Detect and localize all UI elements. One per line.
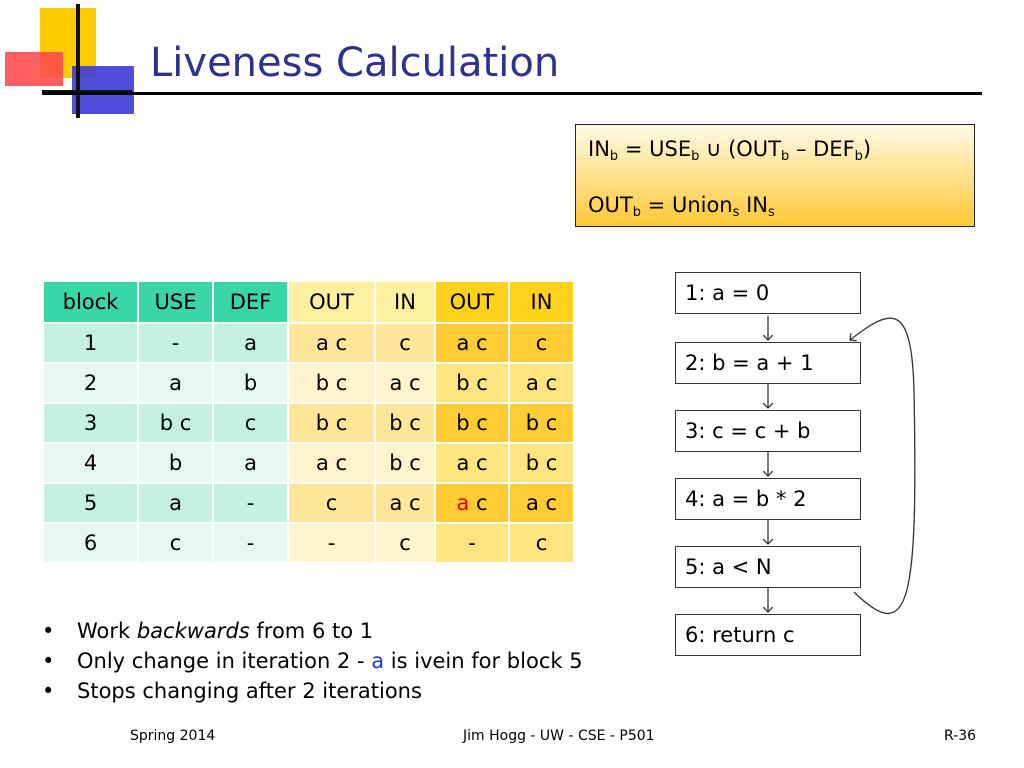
slide-logo — [5, 4, 134, 118]
bullet-marker: • — [42, 619, 55, 643]
bullet-marker: • — [42, 649, 55, 673]
loop-back-arrow — [850, 317, 916, 615]
page-title: Liveness Calculation — [150, 40, 560, 86]
title-divider — [42, 92, 982, 95]
list-item: • Only change in iteration 2 - a is ivein… — [42, 646, 583, 676]
list-item: • Stops changing after 2 iterations — [42, 676, 583, 706]
flow-arrows — [660, 316, 916, 615]
table-row: 4 b a a c b c a c b c — [42, 442, 575, 484]
header-block: block — [42, 280, 139, 324]
header-use: USE — [137, 280, 214, 324]
table-row: 2 a b b c a c b c a c — [42, 362, 575, 404]
footer-left: Spring 2014 — [130, 728, 216, 744]
header-in-iter2: IN — [508, 280, 575, 324]
table-row: 6 c - - c - c — [42, 522, 575, 564]
header-in-iter1: IN — [374, 280, 436, 324]
table-header-row: block USE DEF OUT IN OUT IN — [42, 280, 575, 324]
flow-block-2: 2: b = a + 1 — [675, 342, 861, 384]
list-item: • Work backwards from 6 to 1 — [42, 616, 583, 646]
flow-graph: 1: a = 0 2: b = a + 1 3: c = c + b 4: a … — [660, 262, 920, 662]
formula-box: INb = USEb ∪ (OUTb – DEFb) OUTb = Unions… — [575, 124, 975, 227]
liveness-table: block USE DEF OUT IN OUT IN 1 - a a c c … — [42, 280, 575, 564]
flow-block-6: 6: return c — [675, 614, 861, 656]
in-equation: INb = USEb ∪ (OUTb – DEFb) — [588, 137, 872, 164]
flow-block-1: 1: a = 0 — [675, 272, 861, 314]
table-row: 1 - a a c c a c c — [42, 322, 575, 364]
footer-right: R-36 — [944, 728, 977, 744]
table-row: 3 b c c b c b c b c b c — [42, 402, 575, 444]
footer-center: Jim Hogg - UW - CSE - P501 — [463, 728, 655, 744]
header-out-iter2: OUT — [434, 280, 510, 324]
bullet-marker: • — [42, 679, 55, 703]
bullet-list: • Work backwards from 6 to 1 • Only change… — [42, 616, 583, 706]
header-def: DEF — [212, 280, 289, 324]
changed-var: a — [456, 491, 470, 515]
flow-block-4: 4: a = b * 2 — [675, 478, 861, 520]
flow-block-3: 3: c = c + b — [675, 410, 861, 452]
header-out-iter1: OUT — [287, 280, 376, 324]
changed-cell: a c — [434, 482, 510, 524]
out-equation: OUTb = Unions INs — [588, 193, 775, 220]
table-row: 5 a - c a c a c a c — [42, 482, 575, 524]
flow-block-5: 5: a < N — [675, 546, 861, 588]
